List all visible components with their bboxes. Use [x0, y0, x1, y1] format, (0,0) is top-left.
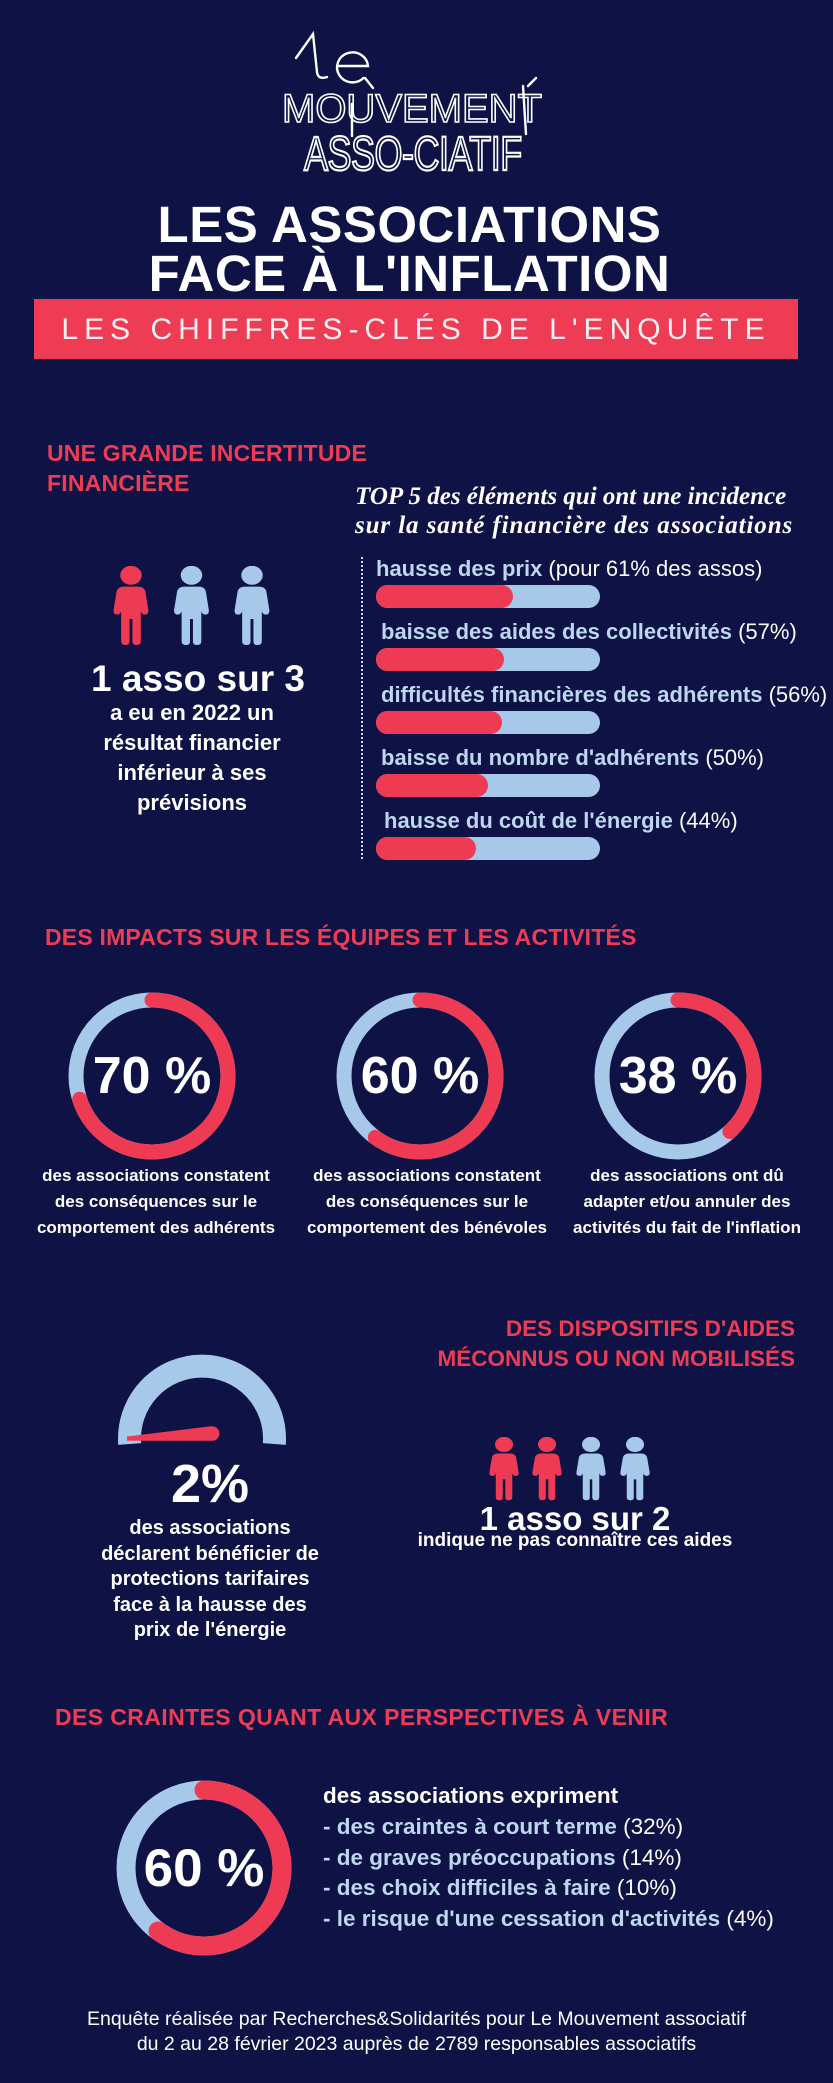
- svg-text:MOUVEMENT: MOUVEMENT: [282, 87, 542, 131]
- svg-text:60 %: 60 %: [361, 1047, 480, 1105]
- svg-text:ASSO-CIATIF: ASSO-CIATIF: [304, 127, 522, 182]
- svg-text:70 %: 70 %: [93, 1047, 212, 1105]
- svg-text:60 %: 60 %: [144, 1839, 265, 1898]
- svg-text:38 %: 38 %: [619, 1047, 738, 1105]
